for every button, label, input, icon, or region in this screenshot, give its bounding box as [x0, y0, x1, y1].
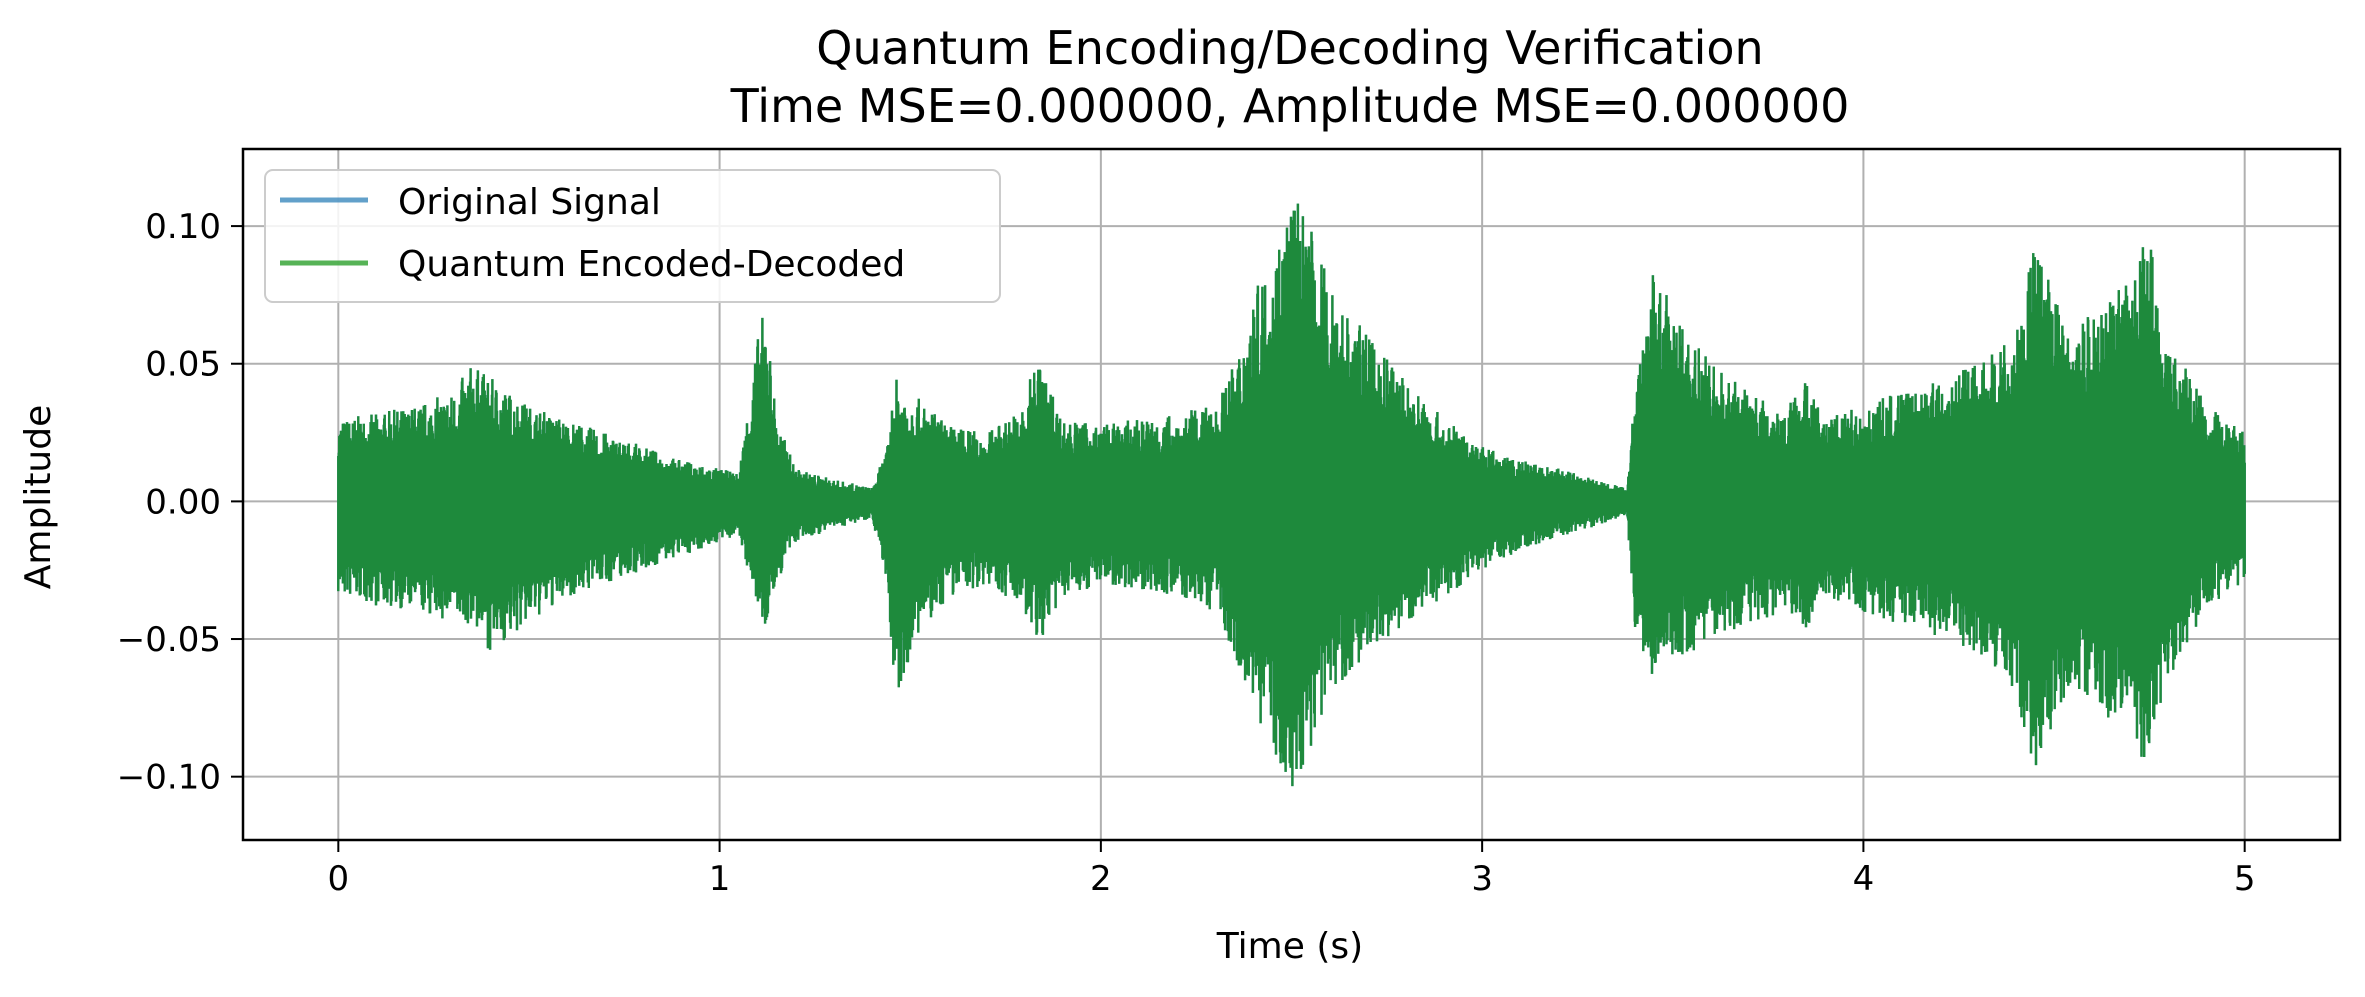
y-tick-label: 0.00	[145, 482, 221, 522]
legend: Original Signal Quantum Encoded-Decoded	[264, 169, 1001, 303]
y-tick-label: −0.05	[117, 620, 221, 660]
x-tick-label: 5	[2234, 859, 2256, 899]
x-tick-label: 4	[1853, 859, 1875, 899]
y-tick-label: 0.05	[145, 345, 221, 385]
y-tick-label: −0.10	[117, 758, 221, 798]
legend-box	[264, 169, 1001, 303]
y-axis-label: Amplitude	[18, 405, 59, 589]
plot-area-frame	[241, 147, 2342, 842]
series-line-quantum-encoded-decoded	[337, 203, 2246, 787]
x-tick-label: 1	[709, 859, 731, 899]
signal-plot	[337, 203, 2246, 787]
legend-label-quantum-encoded-decoded: Quantum Encoded-Decoded	[398, 244, 905, 285]
chart-title: Quantum Encoding/Decoding Verification	[816, 21, 1763, 75]
legend-label-original-signal: Original Signal	[398, 182, 661, 223]
x-axis-label: Time (s)	[1216, 926, 1363, 967]
y-tick-label: 0.10	[145, 207, 221, 247]
axis-ticks: 0 1 2 3 4 5 0.10 0.05 0.00 −0.05 −0.10	[117, 207, 2256, 899]
x-tick-label: 2	[1090, 859, 1112, 899]
x-tick-label: 3	[1471, 859, 1493, 899]
x-tick-label: 0	[327, 859, 349, 899]
chart-subtitle: Time MSE=0.000000, Amplitude MSE=0.00000…	[730, 79, 1850, 133]
